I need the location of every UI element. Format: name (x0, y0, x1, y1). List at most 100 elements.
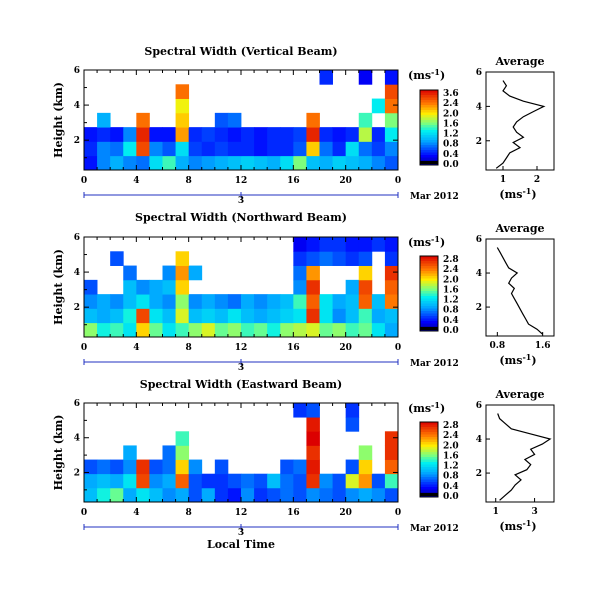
colorbar-swatch (420, 256, 438, 259)
heatmap-cell (306, 417, 320, 432)
heatmap-cell (358, 322, 373, 338)
heatmap-cell (241, 155, 255, 171)
colorbar-frame (419, 255, 439, 332)
heatmap-cell (84, 487, 98, 503)
heatmap-cell (384, 294, 399, 309)
heatmap-cell (175, 459, 190, 475)
heatmap-cell (293, 155, 307, 171)
colorbar-tick-label: 2.0 (443, 275, 459, 285)
heatmap-cell (97, 141, 111, 157)
heatmap-cell (162, 445, 176, 460)
heatmap-cell (306, 141, 320, 157)
colorbar-tick-label: 0.8 (443, 140, 459, 150)
colorbar-swatch (420, 90, 438, 93)
heatmap-cell (123, 155, 137, 171)
y-tick-label: 6 (74, 66, 80, 76)
colorbar-swatch (420, 482, 438, 485)
heatmap-cell (345, 127, 360, 142)
heatmap-cell (332, 487, 347, 503)
heatmap-cell (384, 141, 399, 157)
heatmap-cell (175, 251, 190, 266)
heatmap-cell (227, 127, 242, 142)
colorbar-swatch (420, 434, 438, 438)
heatmap-cell (136, 322, 150, 338)
colorbar-tick-label: 1.2 (443, 296, 459, 306)
heatmap-cell (306, 112, 320, 128)
x-tick-label: 8 (186, 176, 192, 186)
heatmap-cell (306, 251, 320, 266)
profile-x-tick-label: 2 (534, 175, 540, 185)
heatmap-cell (267, 322, 281, 338)
profile-x-label-close: ) (531, 188, 536, 201)
colorbar-swatch (420, 283, 438, 287)
heatmap-cell (214, 294, 229, 309)
heatmap-cell (332, 127, 347, 142)
heatmap-cell (162, 459, 176, 475)
profile-x-label: (ms-1) (499, 518, 536, 533)
heatmap-cell (201, 294, 216, 309)
heatmap-cell (188, 487, 203, 503)
heatmap-cell (227, 294, 242, 309)
profile-line (495, 80, 546, 169)
heatmap-cell (280, 322, 294, 338)
heatmap-cell (319, 155, 333, 171)
heatmap-cell (345, 308, 360, 324)
heatmap-cell (110, 322, 124, 338)
heatmap-cell (136, 112, 150, 128)
colorbar-swatch (420, 469, 438, 473)
heatmap-cell (293, 473, 307, 489)
heatmap-cell (123, 487, 137, 503)
heatmap-cell (293, 127, 307, 142)
colorbar-swatch (420, 115, 438, 118)
colorbar-swatch (420, 464, 438, 468)
heatmap-cell (293, 265, 307, 281)
x-axis-label: Local Time (207, 538, 275, 551)
date-month-label: Mar 2012 (410, 192, 459, 202)
heatmap-cell (201, 487, 216, 503)
heatmap-cell (306, 308, 320, 324)
colorbar-swatch (420, 142, 438, 146)
colorbar-swatch (420, 487, 438, 490)
colorbar-swatch (420, 278, 438, 282)
heatmap-cell (332, 294, 347, 309)
heatmap-cell (267, 308, 281, 324)
heatmap-cell (306, 294, 320, 309)
heatmap-cell (306, 127, 320, 142)
heatmap-cell (149, 459, 163, 475)
heatmap-cell (214, 322, 229, 338)
x-tick-label: 4 (133, 343, 139, 353)
heatmap-cell (345, 403, 360, 418)
x-tick-label: 12 (235, 508, 248, 518)
heatmap-cell (345, 251, 360, 266)
colorbar-swatch (420, 120, 438, 123)
date-month-label: Mar 2012 (410, 524, 459, 534)
heatmap-cell (162, 155, 176, 171)
profile-y-tick-label: 6 (476, 235, 482, 245)
x-tick-label: 4 (133, 508, 139, 518)
heatmap-cell (149, 322, 163, 338)
heatmap-cell (175, 487, 190, 503)
heatmap-cell (97, 308, 111, 324)
heatmap-cell (358, 251, 373, 266)
heatmap-cell (254, 127, 268, 142)
heatmap-cell (267, 294, 281, 309)
heatmap-cell (384, 84, 399, 99)
heatmap-cell (254, 308, 268, 324)
colorbar-swatch (420, 424, 438, 428)
panel-title: Spectral Width (Eastward Beam) (140, 378, 342, 391)
colorbar-swatch (420, 147, 438, 151)
heatmap-cell (175, 265, 190, 281)
profile-y-tick-label: 4 (476, 269, 482, 279)
colorbar-swatch (420, 92, 438, 96)
heatmap-cell (358, 70, 373, 85)
x-tick-label: 8 (186, 343, 192, 353)
heatmap-cell (293, 487, 307, 503)
heatmap-cell (384, 70, 399, 85)
colorbar-tick-label: 0.8 (443, 472, 459, 482)
colorbar-swatch (420, 145, 438, 148)
colorbar-swatch (420, 298, 438, 302)
heatmap-cell (241, 141, 255, 157)
date-day-label: 3 (238, 196, 244, 206)
profile-x-label-close: ) (531, 520, 536, 533)
y-tick-label: 4 (74, 101, 80, 111)
